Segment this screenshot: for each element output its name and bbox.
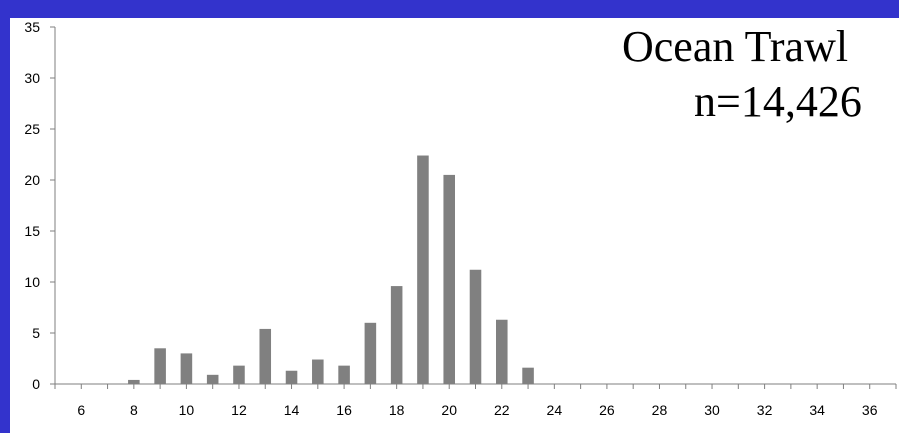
bar <box>128 379 140 384</box>
bar <box>285 370 298 384</box>
bar <box>338 365 350 384</box>
x-tick-label: 10 <box>179 402 195 418</box>
chart-subtitle: n=14,426 <box>694 77 862 126</box>
x-tick-label: 22 <box>494 402 510 418</box>
bar <box>417 155 429 384</box>
bar <box>259 328 272 384</box>
x-tick-label: 36 <box>862 402 878 418</box>
bars <box>128 155 534 384</box>
chart-title: Ocean Trawl <box>622 22 848 71</box>
y-tick-label: 25 <box>24 121 40 137</box>
x-tick-label: 20 <box>441 402 457 418</box>
bar <box>469 269 482 384</box>
y-axis: 0 5 10 15 20 25 30 35 <box>24 19 56 392</box>
x-tick-label: 16 <box>336 402 352 418</box>
x-tick-label: 34 <box>809 402 825 418</box>
y-tick-label: 15 <box>24 223 40 239</box>
x-tick-label: 12 <box>231 402 247 418</box>
x-tick-label: 32 <box>757 402 773 418</box>
bar <box>364 322 377 384</box>
y-tick-label: 35 <box>24 19 40 35</box>
bar <box>233 365 245 384</box>
bar <box>443 174 456 384</box>
bar <box>206 374 219 384</box>
histogram-chart: 0 5 10 15 20 25 30 35 6 8 10 12 14 16 18 20 22 24 26 28 30 3… <box>24 19 897 418</box>
bar <box>180 353 193 384</box>
chart-panel: 0 5 10 15 20 25 30 35 6 8 10 12 14 16 18 20 22 24 26 28 30 3… <box>10 18 899 433</box>
x-tick-label: 14 <box>284 402 300 418</box>
y-tick-label: 5 <box>32 325 40 341</box>
x-tick-label: 8 <box>130 402 138 418</box>
x-axis: 6 8 10 12 14 16 18 20 22 24 26 28 30 32 34 36 <box>54 383 897 418</box>
bar <box>390 286 403 384</box>
x-tick-label: 18 <box>389 402 405 418</box>
bar <box>495 319 508 384</box>
bar <box>522 367 534 384</box>
y-tick-label: 10 <box>24 274 40 290</box>
y-tick-label: 0 <box>32 376 40 392</box>
y-tick-label: 20 <box>24 172 40 188</box>
x-tick-label: 6 <box>77 402 85 418</box>
bar <box>154 348 166 384</box>
x-tick-label: 30 <box>704 402 720 418</box>
bar <box>312 359 324 384</box>
x-tick-label: 28 <box>652 402 668 418</box>
x-tick-label: 26 <box>599 402 615 418</box>
y-tick-label: 30 <box>24 70 40 86</box>
x-tick-label: 24 <box>547 402 563 418</box>
